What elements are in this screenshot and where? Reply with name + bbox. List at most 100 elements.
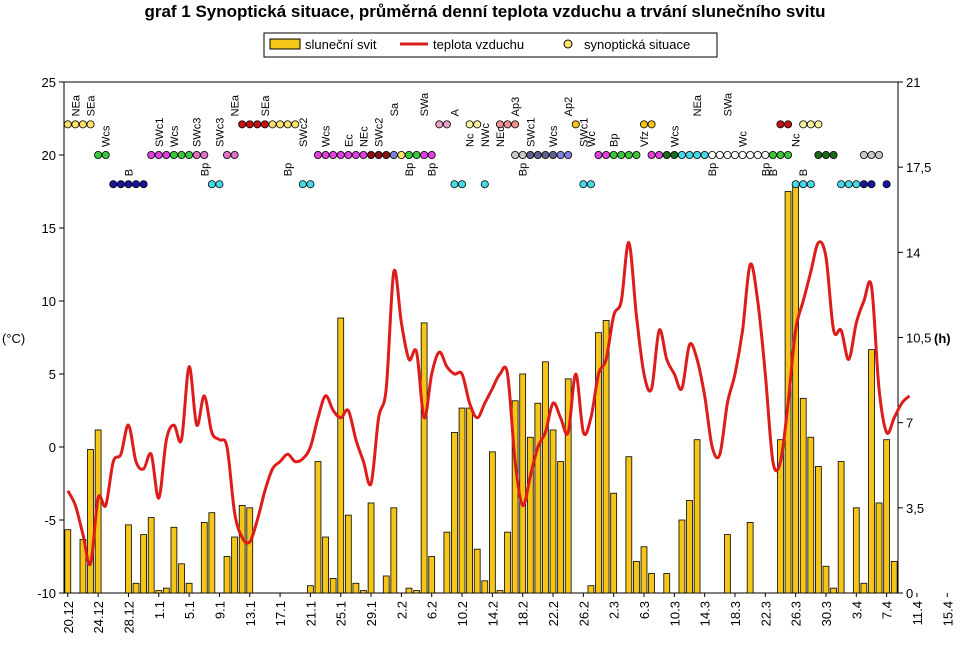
sunshine-bar <box>344 514 352 594</box>
x-tick-label: 2.3 <box>607 601 622 619</box>
synoptic-dot <box>94 150 103 159</box>
sunshine-bar <box>799 397 807 594</box>
synoptic-dot <box>473 120 482 129</box>
synoptic-dot <box>844 180 853 189</box>
sunshine-bar <box>307 585 314 594</box>
x-tick-label: 10.3 <box>667 601 682 626</box>
synoptic-dot <box>776 150 785 159</box>
sunshine-bar <box>231 536 238 594</box>
synoptic-dot <box>564 150 573 159</box>
synoptic-dot <box>116 180 125 189</box>
synoptic-dot <box>321 150 330 159</box>
sunshine-bars <box>64 186 898 594</box>
synoptic-dot <box>223 150 232 159</box>
x-tick-label: 1.1 <box>152 601 167 619</box>
synoptic-dot <box>549 150 558 159</box>
synoptic-dot <box>784 120 793 129</box>
synoptic-dot <box>427 150 436 159</box>
sunshine-bar <box>87 449 94 594</box>
sunshine-bar <box>648 573 655 594</box>
temperature-line-path <box>66 240 911 567</box>
sunshine-bar <box>792 186 800 594</box>
synoptic-dot <box>859 180 868 189</box>
synoptic-label: SWc2 <box>374 118 386 147</box>
synoptic-label: Wcs <box>169 125 181 147</box>
synoptic-dot <box>609 150 618 159</box>
legend-synoptic-label: synoptická situace <box>584 37 690 52</box>
synoptic-label: Wcs <box>101 125 113 147</box>
sunshine-bar <box>246 507 254 594</box>
right-tick-label: 10,5 <box>906 331 931 346</box>
synoptic-dot <box>351 150 360 159</box>
synoptic-dot <box>708 150 717 159</box>
legend-sunshine-swatch <box>269 38 301 50</box>
x-tick-label: 9.1 <box>212 601 227 619</box>
synoptic-dot <box>215 180 224 189</box>
synoptic-dot <box>124 180 133 189</box>
synoptic-dot <box>882 180 891 189</box>
synoptic-dot <box>442 120 451 129</box>
synoptic-dot <box>602 150 611 159</box>
x-tick-label: 29.1 <box>364 601 379 626</box>
x-tick-label: 26.3 <box>789 601 804 626</box>
synoptic-dot <box>374 150 383 159</box>
synoptic-dot <box>420 150 429 159</box>
synoptic-dot <box>875 150 884 159</box>
sunshine-bar <box>360 590 367 594</box>
sunshine-bar <box>883 439 890 594</box>
sunshine-bar <box>132 582 140 594</box>
sunshine-bar <box>595 332 602 594</box>
synoptic-dot <box>329 150 338 159</box>
synoptic-label: Wc <box>738 131 750 147</box>
synoptic-label: NWc <box>480 123 492 147</box>
synoptic-dot <box>693 150 702 159</box>
synoptic-label: Bp <box>404 163 416 176</box>
x-tick-label: 13.1 <box>243 601 258 626</box>
synoptic-dot <box>579 180 588 189</box>
synoptic-dot <box>298 180 307 189</box>
synoptic-dot <box>283 120 292 129</box>
sunshine-bar <box>746 522 754 594</box>
sunshine-bar <box>663 573 671 594</box>
synoptic-dot <box>382 150 391 159</box>
synoptic-dot <box>78 120 87 129</box>
synoptic-label: SEa <box>86 95 98 117</box>
sunshine-bar <box>64 529 72 594</box>
synoptic-dot <box>586 180 595 189</box>
synoptic-dot <box>685 150 694 159</box>
synoptic-label: Wcs <box>669 125 681 147</box>
sunshine-bar <box>686 500 693 594</box>
synoptic-dot <box>662 150 671 159</box>
sunshine-bar <box>564 378 572 594</box>
sunshine-bar <box>693 439 701 594</box>
synoptic-label: Ap3 <box>510 97 522 117</box>
synoptic-label: Bp <box>609 134 621 147</box>
sunshine-bar <box>314 461 322 594</box>
synoptic-label: NEa <box>692 94 704 116</box>
sunshine-bar <box>815 466 822 594</box>
synoptic-label: SWc1 <box>525 118 537 147</box>
synoptic-dot <box>268 120 277 129</box>
synoptic-dot <box>806 180 815 189</box>
sunshine-bar <box>458 407 466 594</box>
sunshine-bar <box>602 320 610 594</box>
sunshine-bar <box>587 585 595 594</box>
synoptic-label: NEc <box>495 126 507 147</box>
synoptic-dot <box>389 150 398 159</box>
synoptic-dot <box>859 150 868 159</box>
synoptic-dot <box>101 150 110 159</box>
synoptic-dot <box>814 120 823 129</box>
synoptic-label: SWc3 <box>192 118 204 147</box>
synoptic-dot <box>617 150 626 159</box>
sunshine-bar <box>868 349 875 594</box>
x-tick-label: 28.12 <box>121 601 136 634</box>
synoptic-dot <box>276 120 285 129</box>
synoptic-dot <box>260 120 269 129</box>
sunshine-bar <box>125 524 132 594</box>
synoptic-label: Bp <box>518 163 530 176</box>
sunshine-bar <box>420 322 428 594</box>
sunshine-bar <box>185 582 193 594</box>
left-tick-label: 10 <box>42 294 56 309</box>
sunshine-bar <box>678 519 686 594</box>
